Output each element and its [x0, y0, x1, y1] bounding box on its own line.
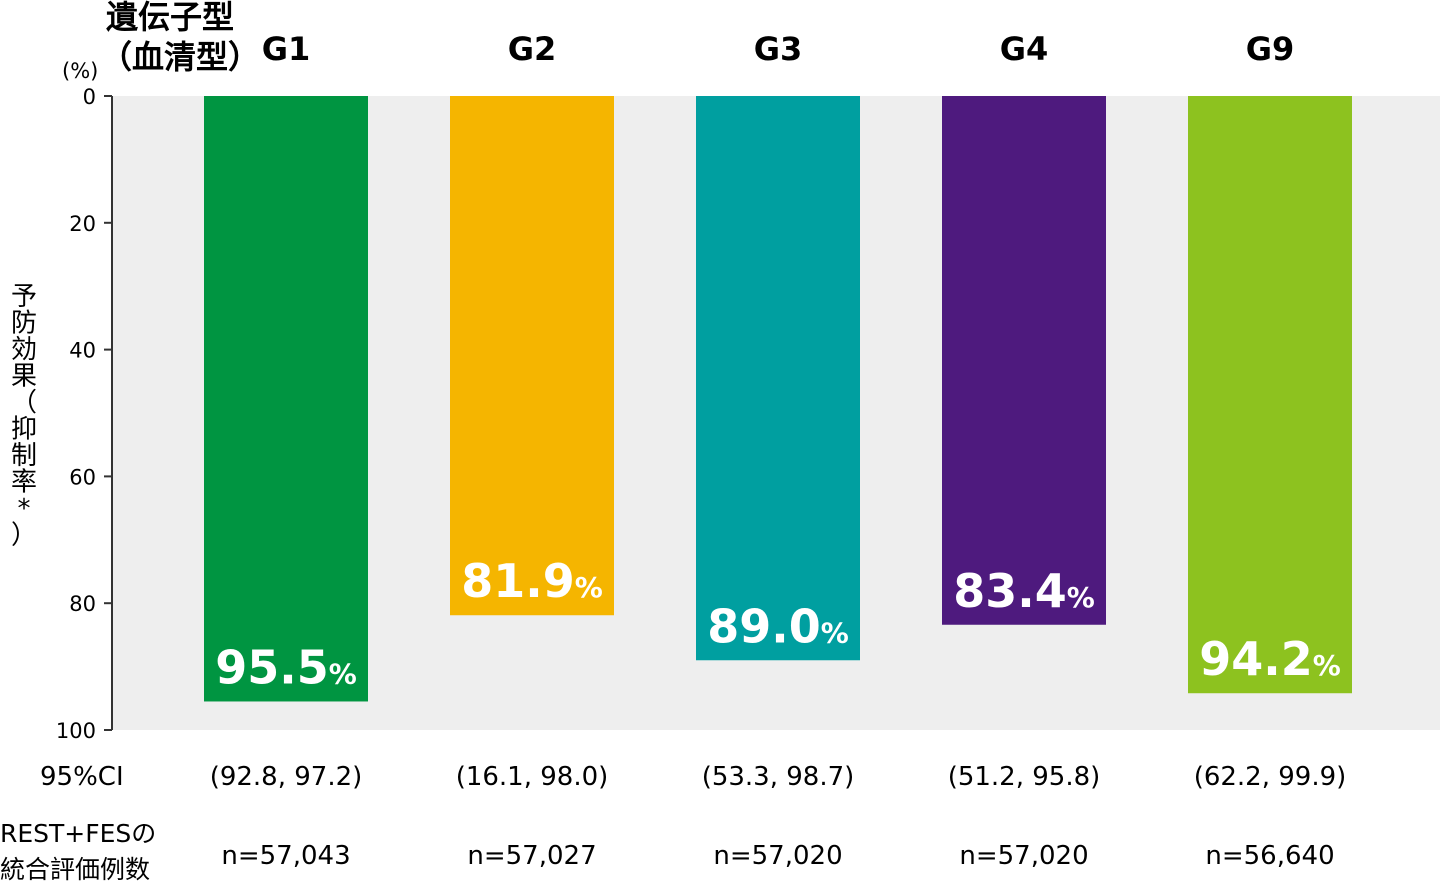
y-tick-label: 40	[69, 339, 96, 363]
bar-value-label: 95.5%	[215, 640, 357, 694]
n-value: n=56,640	[1205, 841, 1334, 871]
n-value: n=57,020	[713, 841, 842, 871]
category-label: G4	[1000, 30, 1049, 68]
y-axis-label-char: 予	[11, 282, 37, 312]
y-axis-label-char: 防	[11, 309, 37, 339]
bar-value-label: 89.0%	[707, 599, 849, 653]
y-axis-label-char: ）	[11, 521, 37, 551]
ci-value: (92.8, 97.2)	[210, 762, 363, 792]
category-label: G2	[508, 30, 557, 68]
n-row-label-line2: 統合評価例数	[0, 855, 150, 884]
y-tick-label: 0	[83, 85, 96, 109]
header-label-line1: 遺伝子型	[106, 0, 234, 36]
ci-value: (53.3, 98.7)	[702, 762, 855, 792]
bar-g1	[204, 96, 368, 702]
n-value: n=57,027	[467, 841, 596, 871]
bar-value-label: 94.2%	[1199, 632, 1341, 686]
header-label-line2: （血清型）	[100, 38, 260, 76]
category-label: G9	[1246, 30, 1295, 68]
n-row-label-line1: REST+FESの	[0, 819, 156, 848]
bar-g3	[696, 96, 860, 661]
y-axis-label-char: 制	[11, 441, 37, 471]
unit-label: (%)	[62, 59, 98, 83]
bar-g4	[942, 96, 1106, 625]
bar-value-label: 81.9%	[461, 554, 603, 608]
bar-g9	[1188, 96, 1352, 694]
y-axis-label-char: 率	[11, 468, 37, 498]
bar-value-label: 83.4%	[953, 564, 1095, 618]
y-axis-label-char: 抑	[11, 415, 37, 445]
y-axis-label-char: 効	[11, 335, 37, 365]
bar-g2	[450, 96, 614, 616]
y-tick-label: 100	[56, 719, 96, 743]
n-value: n=57,043	[221, 841, 350, 871]
n-value: n=57,020	[959, 841, 1088, 871]
y-tick-label: 80	[69, 592, 96, 616]
ci-value: (51.2, 95.8)	[948, 762, 1101, 792]
ci-value: (16.1, 98.0)	[456, 762, 609, 792]
y-tick-label: 20	[69, 212, 96, 236]
y-axis-label-char: （	[11, 388, 37, 418]
y-tick-label: 60	[69, 465, 96, 489]
ci-row-label: 95%CI	[40, 762, 124, 792]
ci-value: (62.2, 99.9)	[1194, 762, 1347, 792]
y-axis-label-char: 果	[11, 362, 37, 392]
category-label: G1	[262, 30, 311, 68]
category-label: G3	[754, 30, 803, 68]
y-axis-label-char: *	[18, 494, 31, 524]
